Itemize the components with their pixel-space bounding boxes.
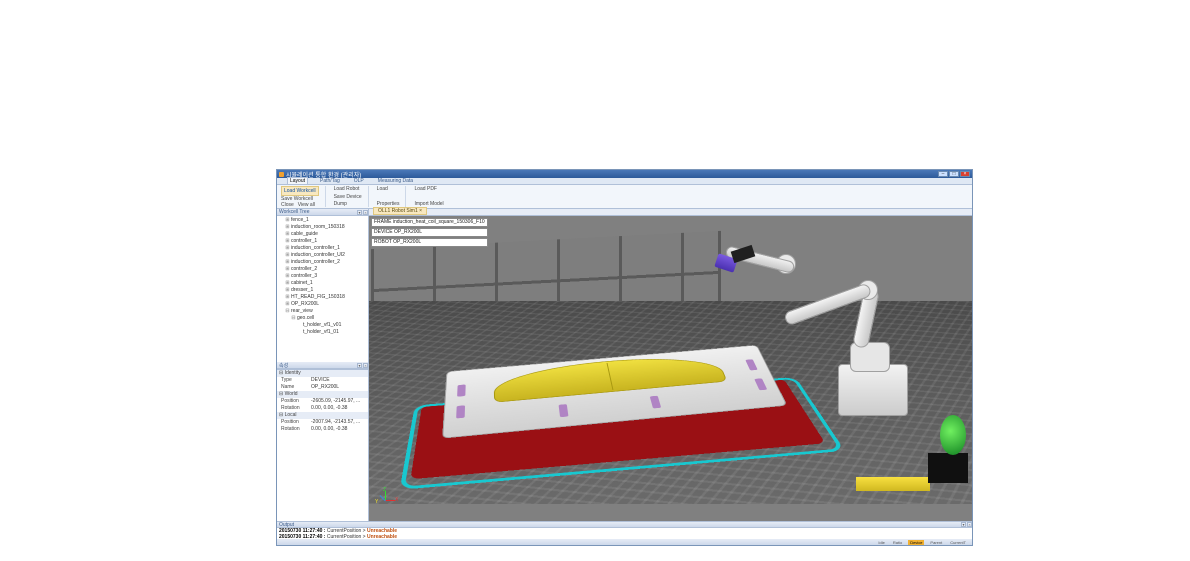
close-button[interactable]: × (960, 171, 970, 177)
prop-row[interactable]: TypeDEVICE (277, 377, 368, 384)
document-tabs: OLL1 Robot Sim1 × (369, 209, 972, 216)
viewport-overlay: FRAME induction_heat_coil_square_150306_… (371, 218, 488, 247)
ribbon-tab-olp[interactable]: OLP (352, 178, 366, 184)
titlebar: 시뮬레이션 통합 환경 (관리자) – □ × (277, 170, 972, 178)
load-pdf-button[interactable]: Load PDF (414, 186, 443, 192)
tree-node[interactable]: ⊞fence_1 (279, 217, 366, 224)
properties-grid[interactable]: ⊟ IdentityTypeDEVICENameOP_RX200L⊟ World… (277, 369, 368, 521)
tree-node[interactable]: ⊞controller_3 (279, 273, 366, 280)
viewall-button[interactable]: View all (298, 202, 315, 208)
props-pin-icon[interactable]: ▾ (357, 363, 362, 368)
ribbon-tab-pathtag[interactable]: Path/Tag (318, 178, 342, 184)
ribbon-body: Load Workcell Save Workcell Close View a… (277, 185, 972, 209)
load-robot-button[interactable]: Load Robot (334, 186, 362, 192)
tree-node[interactable]: ⊞controller_2 (279, 266, 366, 273)
tree-node[interactable]: ⊞cable_guide (279, 231, 366, 238)
status-current: CurrentT (948, 540, 968, 545)
gizmo-y-label: Y (375, 499, 378, 505)
tree-panel-title: Workcell Tree (279, 209, 309, 215)
props-panel-header: 속성 ▾× (277, 362, 368, 369)
props-close-icon[interactable]: × (363, 363, 368, 368)
axis-gizmo: Z Y X (377, 489, 397, 509)
ribbon-group-load: Load Properties (377, 186, 407, 207)
statusbar: Idle Ratio Device Parent CurrentT (277, 539, 972, 545)
3d-viewport[interactable]: FRAME induction_heat_coil_square_150306_… (369, 216, 972, 521)
output-close-icon[interactable]: × (967, 522, 972, 527)
tree-node[interactable]: ⊟geo.cell (279, 315, 366, 322)
overlay-frame: FRAME induction_heat_coil_square_150306_… (371, 218, 488, 227)
tree-panel-header: Workcell Tree ▾× (277, 209, 368, 216)
gizmo-x-label: X (395, 497, 398, 503)
output-panel: Output ▾× 20150730 11:27:40 : CurrentPos… (277, 521, 972, 539)
prop-group-header[interactable]: ⊟ World (277, 391, 368, 398)
app-window: 시뮬레이션 통합 환경 (관리자) – □ × Layout Path/Tag … (276, 169, 973, 546)
load-workcell-button[interactable]: Load Workcell (281, 186, 319, 196)
tree-node[interactable]: ⊞induction_controller_2 (279, 259, 366, 266)
status-idle: Idle (876, 540, 886, 545)
tree-node[interactable]: ⊟rear_view (279, 308, 366, 315)
prop-row[interactable]: Position-2605.09, -2145.97, ... (277, 398, 368, 405)
dump-button[interactable]: Dump (334, 201, 362, 207)
workcell-tree[interactable]: ⊞fence_1⊞induction_room_150318⊞cable_gui… (277, 216, 368, 362)
prop-row[interactable]: NameOP_RX200L (277, 384, 368, 391)
doc-tab-active[interactable]: OLL1 Robot Sim1 × (373, 207, 427, 215)
tree-node[interactable]: ⊞induction_controller_UI2 (279, 252, 366, 259)
save-device-button[interactable]: Save Device (334, 194, 362, 200)
close-workcell-button[interactable]: Close (281, 202, 294, 208)
status-ratio: Ratio (891, 540, 904, 545)
tree-node[interactable]: ⊞induction_room_150318 (279, 224, 366, 231)
tree-node[interactable]: ⊞OP_RX200L (279, 301, 366, 308)
app-icon (279, 172, 284, 177)
tree-node[interactable]: ⊞cabinet_1 (279, 280, 366, 287)
left-panels: Workcell Tree ▾× ⊞fence_1⊞induction_room… (277, 209, 369, 521)
scene-yellow-box (856, 477, 930, 491)
output-pin-icon[interactable]: ▾ (961, 522, 966, 527)
viewport-wrap: OLL1 Robot Sim1 × FRAME induction_heat_c… (369, 209, 972, 521)
status-device[interactable]: Device (908, 540, 924, 545)
prop-row[interactable]: Position-2007.94, -2143.57, ... (277, 419, 368, 426)
ribbon-group-pdf: Load PDF Import Model (414, 186, 449, 207)
work-area: Workcell Tree ▾× ⊞fence_1⊞induction_room… (277, 209, 972, 521)
output-panel-title: Output (279, 522, 294, 528)
prop-row[interactable]: Rotation0.00, 0.00, -0.38 (277, 426, 368, 433)
ribbon-tabs: Layout Path/Tag OLP Measuring Data (277, 178, 972, 185)
tree-node[interactable]: ⊞HT_READ_FIG_150318 (279, 294, 366, 301)
tree-close-icon[interactable]: × (363, 210, 368, 215)
tree-node[interactable]: ⊞dresser_1 (279, 287, 366, 294)
overlay-robot: ROBOT OP_RX200L (371, 238, 488, 247)
ribbon-tab-measuring[interactable]: Measuring Data (376, 178, 415, 184)
tree-pin-icon[interactable]: ▾ (357, 210, 362, 215)
minimize-button[interactable]: – (938, 171, 948, 177)
load-button[interactable]: Load (377, 186, 400, 192)
prop-row[interactable]: Rotation0.00, 0.00, -0.38 (277, 405, 368, 412)
prop-group-header[interactable]: ⊟ Identity (277, 370, 368, 377)
ribbon-tab-layout[interactable]: Layout (287, 177, 308, 184)
ribbon-group-robot: Load Robot Save Device Dump (334, 186, 369, 207)
tree-node[interactable]: ⊞induction_controller_1 (279, 245, 366, 252)
tree-node[interactable]: t_holder_vf1_v01 (279, 322, 366, 329)
tree-node[interactable]: t_holder_vf1_01 (279, 329, 366, 336)
ribbon-group-workcell: Load Workcell Save Workcell Close View a… (281, 186, 326, 207)
overlay-device: DEVICE OP_RX200L (371, 228, 488, 237)
tree-node[interactable]: ⊞controller_1 (279, 238, 366, 245)
maximize-button[interactable]: □ (949, 171, 959, 177)
prop-group-header[interactable]: ⊟ Local (277, 412, 368, 419)
status-parent: Parent (928, 540, 944, 545)
gizmo-z-label: Z (383, 487, 386, 493)
scene-robot (714, 220, 944, 460)
props-panel-title: 속성 (279, 362, 288, 369)
